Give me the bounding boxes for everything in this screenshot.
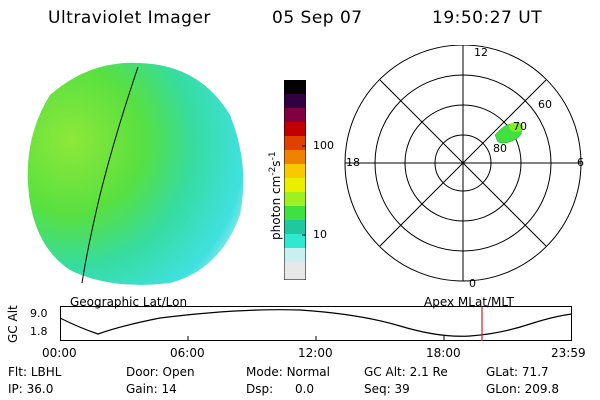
altitude-plot: [60, 306, 572, 341]
colorbar: [284, 80, 306, 280]
x-tick-1800: 18:00: [426, 346, 461, 360]
geographic-label: Geographic Lat/Lon: [70, 295, 188, 309]
x-tick-2359: 23:59: [551, 346, 586, 360]
altitude-y-tick-1: 1.8: [30, 325, 48, 338]
colorbar-tick-100: 100: [313, 139, 334, 152]
polar-hour-0: 0: [469, 277, 476, 290]
info-dsp: Dsp: 0.0: [246, 382, 315, 396]
info-gcalt: GC Alt: 2.1 Re: [364, 365, 448, 379]
info-gain: Gain: 14: [126, 382, 177, 396]
colorbar-tick-10: 10: [313, 228, 327, 241]
app-title: Ultraviolet Imager: [48, 8, 211, 28]
info-seq: Seq: 39: [364, 382, 410, 396]
info-ip: IP: 36.0: [8, 382, 54, 396]
info-flt: Flt: LBHL: [8, 365, 62, 379]
polar-lat-60: 60: [538, 98, 552, 111]
altitude-y-tick-9: 9.0: [30, 307, 48, 320]
earth-image: [27, 62, 244, 285]
x-tick-0000: 00:00: [42, 346, 77, 360]
info-mode: Mode: Normal: [246, 365, 330, 379]
polar-hour-12: 12: [474, 46, 488, 59]
polar-hour-6: 6: [577, 156, 584, 169]
polar-lat-70: 70: [513, 120, 527, 133]
polar-lat-80: 80: [493, 142, 507, 155]
date-label: 05 Sep 07: [272, 8, 363, 28]
polar-hour-18: 18: [346, 156, 360, 169]
x-tick-1200: 12:00: [298, 346, 333, 360]
info-glat: GLat: 71.7: [486, 365, 549, 379]
colorbar-label: photon cm-2s-1: [268, 151, 283, 240]
x-tick-0600: 06:00: [170, 346, 205, 360]
altitude-y-label: GC Alt: [6, 305, 20, 343]
info-door: Door: Open: [126, 365, 195, 379]
info-glon: GLon: 209.8: [486, 382, 559, 396]
time-label: 19:50:27 UT: [432, 8, 543, 28]
apex-label: Apex MLat/MLT: [424, 295, 514, 309]
polar-plot: [344, 45, 582, 282]
